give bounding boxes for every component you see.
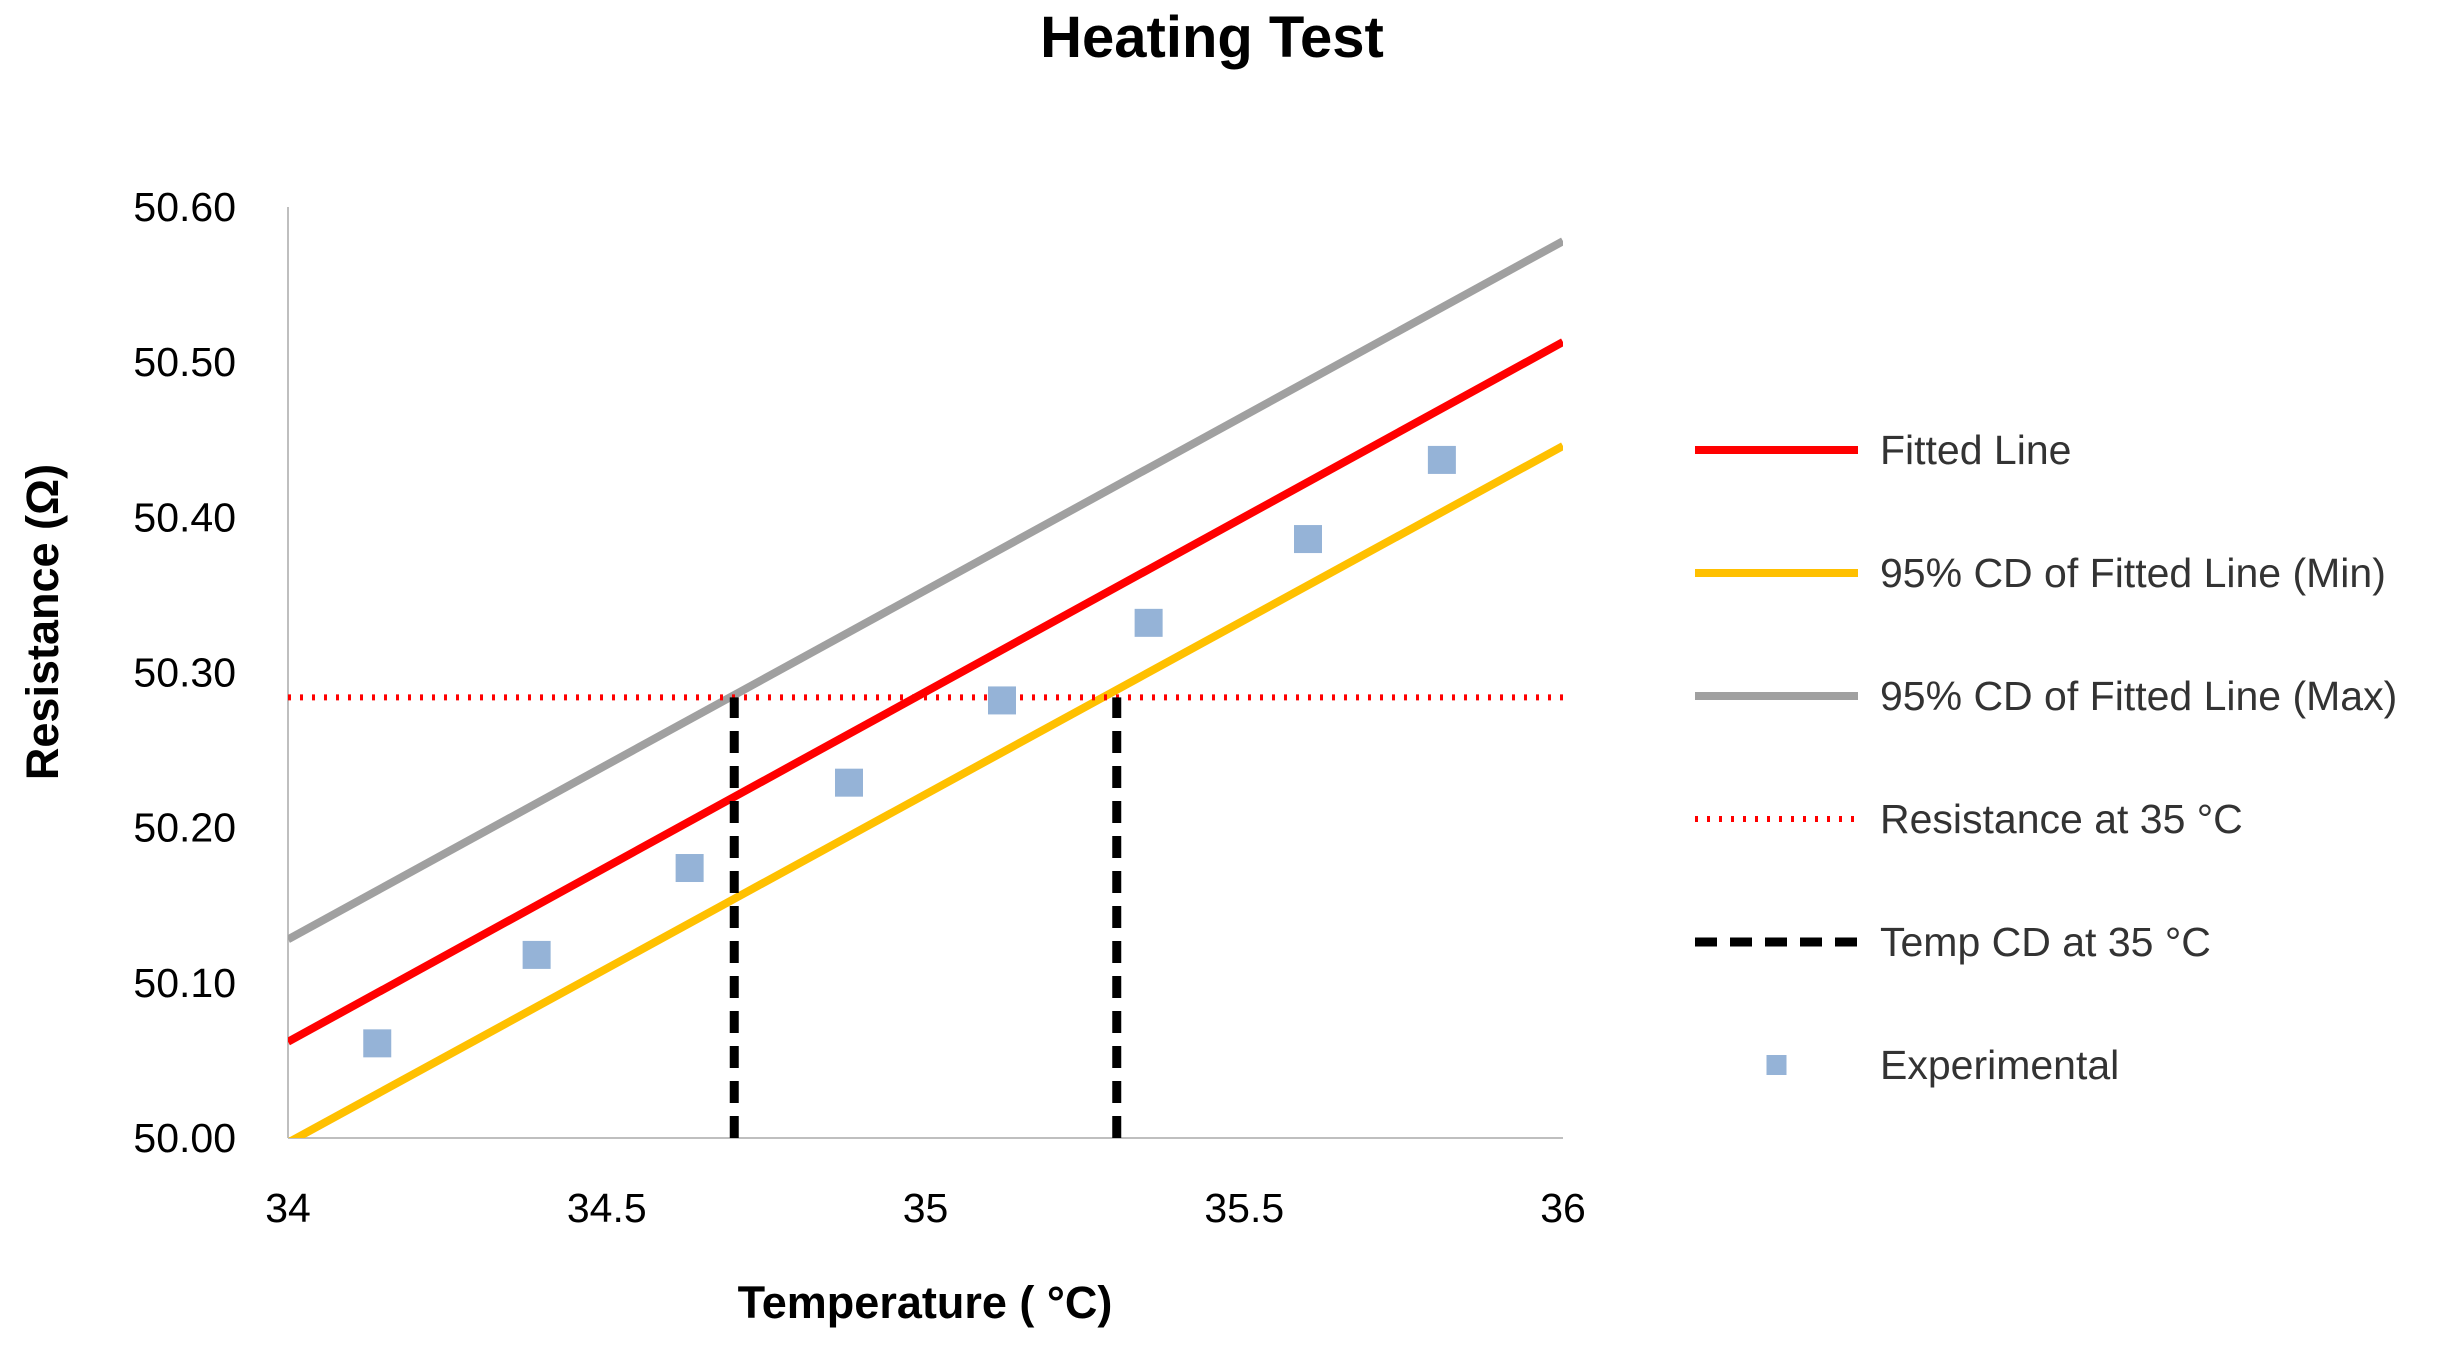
x-tick-label: 35 [903, 1185, 949, 1231]
x-tick-label: 34 [265, 1185, 311, 1231]
legend-label: 95% CD of Fitted Line (Max) [1880, 673, 2397, 719]
experimental-point [363, 1029, 392, 1058]
y-tick-label: 50.60 [133, 184, 236, 230]
experimental-point [675, 854, 704, 883]
legend-item: 95% CD of Fitted Line (Min) [1695, 550, 2386, 596]
legend-label: Temp CD at 35 °C [1880, 919, 2211, 965]
x-tick-label: 35.5 [1204, 1185, 1284, 1231]
y-tick-label: 50.40 [133, 494, 236, 540]
y-tick-label: 50.00 [133, 1115, 236, 1161]
experimental-point [1427, 445, 1456, 474]
legend-item: 95% CD of Fitted Line (Max) [1695, 673, 2397, 719]
legend-item: Resistance at 35 °C [1695, 796, 2243, 842]
ci-max-line [288, 237, 1563, 943]
y-tick-label: 50.30 [133, 650, 236, 696]
series-layer [288, 237, 1563, 1138]
experimental-point [1134, 608, 1163, 637]
fitted-line [288, 338, 1563, 1046]
x-axis-title: Temperature ( °C) [738, 1277, 1113, 1328]
legend-swatch [1766, 1055, 1787, 1075]
legend-label: 95% CD of Fitted Line (Min) [1880, 550, 2386, 596]
experimental-point [988, 686, 1016, 715]
plot-area: 50.00 50.10 50.20 50.30 50.40 50.50 50.60 34 34.… [133, 184, 1585, 1231]
ci-min-line [288, 442, 1563, 1138]
experimental-point [835, 768, 863, 797]
legend-label: Experimental [1880, 1042, 2119, 1088]
legend-label: Fitted Line [1880, 427, 2071, 473]
y-axis-title: Resistance (Ω) [17, 464, 68, 780]
experimental-point [1294, 525, 1322, 554]
chart-title: Heating Test [1040, 5, 1384, 70]
x-tick-label: 34.5 [567, 1185, 647, 1231]
y-tick-label: 50.50 [133, 339, 236, 385]
x-tick-label: 36 [1540, 1185, 1586, 1231]
legend-item: Temp CD at 35 °C [1695, 919, 2211, 965]
legend-item: Fitted Line [1695, 427, 2071, 473]
legend-label: Resistance at 35 °C [1880, 796, 2243, 842]
y-tick-label: 50.10 [133, 960, 236, 1006]
experimental-point [522, 940, 551, 969]
legend: Fitted Line 95% CD of Fitted Line (Min) 95… [1695, 427, 2397, 1088]
y-tick-label: 50.20 [133, 805, 236, 851]
legend-item: Experimental [1766, 1042, 2119, 1088]
